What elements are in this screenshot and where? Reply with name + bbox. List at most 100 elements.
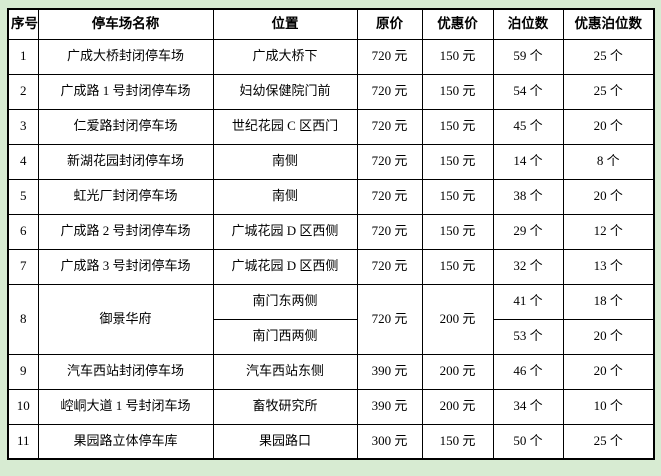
table-cell: 25 个 (562, 73, 655, 110)
table-cell: 仁爱路封闭停车场 (37, 108, 214, 145)
table-cell: 13 个 (562, 248, 655, 285)
table-cell: 18 个 (562, 283, 655, 320)
column-header-2: 位置 (212, 8, 358, 40)
table-cell: 54 个 (492, 73, 564, 110)
table-body: 1 广成大桥封闭停车场 广成大桥下 720 元 150 元 59 个 25 个 2 广成路 1 … (7, 38, 655, 460)
table-cell: 150 元 (421, 108, 494, 145)
table-cell: 150 元 (421, 213, 494, 250)
table-row: 1 广成大桥封闭停车场 广成大桥下 720 元 150 元 59 个 25 个 (7, 38, 655, 75)
table-cell: 广成大桥封闭停车场 (37, 38, 214, 75)
table-cell: 汽车西站东侧 (212, 353, 358, 390)
table-cell: 25 个 (562, 38, 655, 75)
table-cell: 3 (7, 108, 39, 145)
table-cell: 南门东两侧 (212, 283, 358, 320)
table-cell: 200 元 (421, 353, 494, 390)
table-cell: 32 个 (492, 248, 564, 285)
table-row: 5 虹光厂封闭停车场 南侧 720 元 150 元 38 个 20 个 (7, 178, 655, 215)
table-cell: 8 (7, 283, 39, 355)
column-header-1: 停车场名称 (37, 8, 214, 40)
table-cell: 畜牧研究所 (212, 388, 358, 425)
table-row: 10 崆峒大道 1 号封闭车场 畜牧研究所 390 元 200 元 34 个 10 个 (7, 388, 655, 425)
table-cell: 南侧 (212, 143, 358, 180)
table-cell: 59 个 (492, 38, 564, 75)
table-cell: 果园路立体停车库 (37, 423, 214, 460)
table-cell: 150 元 (421, 423, 494, 460)
header-row: 序号 停车场名称 位置 原价 优惠价 泊位数 优惠泊位数 (7, 8, 655, 40)
table-row: 2 广成路 1 号封闭停车场 妇幼保健院门前 720 元 150 元 54 个 25 个 (7, 73, 655, 110)
table-cell: 10 (7, 388, 39, 425)
table-cell: 广城花园 D 区西侧 (212, 248, 358, 285)
column-header-3: 原价 (356, 8, 423, 40)
table-cell: 720 元 (356, 38, 423, 75)
table-cell: 150 元 (421, 178, 494, 215)
table-cell: 45 个 (492, 108, 564, 145)
table-cell: 300 元 (356, 423, 423, 460)
table-cell: 150 元 (421, 143, 494, 180)
table-cell: 7 (7, 248, 39, 285)
table-cell: 4 (7, 143, 39, 180)
table-row: 9 汽车西站封闭停车场 汽车西站东侧 390 元 200 元 46 个 20 个 (7, 353, 655, 390)
table-cell: 10 个 (562, 388, 655, 425)
table-cell: 720 元 (356, 248, 423, 285)
table-cell: 广成大桥下 (212, 38, 358, 75)
table-cell: 53 个 (492, 318, 564, 355)
table-row: 3 仁爱路封闭停车场 世纪花园 C 区西门 720 元 150 元 45 个 20 个 (7, 108, 655, 145)
table-cell: 妇幼保健院门前 (212, 73, 358, 110)
table-cell: 20 个 (562, 318, 655, 355)
table-cell: 41 个 (492, 283, 564, 320)
table-cell: 6 (7, 213, 39, 250)
table-cell: 50 个 (492, 423, 564, 460)
table-cell: 720 元 (356, 108, 423, 145)
table-cell: 14 个 (492, 143, 564, 180)
table-cell: 720 元 (356, 178, 423, 215)
table-cell: 虹光厂封闭停车场 (37, 178, 214, 215)
column-header-4: 优惠价 (421, 8, 494, 40)
table-cell: 25 个 (562, 423, 655, 460)
table-cell: 720 元 (356, 283, 423, 355)
table-subrow: 南门西两侧 53 个 20 个 (8, 318, 655, 355)
column-header-0: 序号 (7, 8, 39, 40)
table-cell: 20 个 (562, 178, 655, 215)
table-cell: 崆峒大道 1 号封闭车场 (37, 388, 214, 425)
table-cell: 200 元 (421, 283, 494, 355)
column-header-5: 泊位数 (492, 8, 564, 40)
table-cell: 200 元 (421, 388, 494, 425)
table-cell: 9 (7, 353, 39, 390)
table-cell: 720 元 (356, 143, 423, 180)
table-row: 11 果园路立体停车库 果园路口 300 元 150 元 50 个 25 个 (7, 423, 655, 460)
table-cell: 20 个 (562, 353, 655, 390)
table-cell: 150 元 (421, 248, 494, 285)
table-cell: 世纪花园 C 区西门 (212, 108, 358, 145)
table-row: 8 御景华府 南门东两侧 720 元 200 元 41 个 18 个 (7, 283, 655, 355)
table-cell: 720 元 (356, 73, 423, 110)
table-cell: 20 个 (562, 108, 655, 145)
table-cell: 广成路 1 号封闭停车场 (37, 73, 214, 110)
table-row: 7 广成路 3 号封闭停车场 广城花园 D 区西侧 720 元 150 元 32 个 13 … (7, 248, 655, 285)
table-row: 6 广成路 2 号封闭停车场 广城花园 D 区西侧 720 元 150 元 29 个 12 … (7, 213, 655, 250)
table-cell: 12 个 (562, 213, 655, 250)
table-cell: 南门西两侧 (212, 318, 358, 355)
table-cell: 1 (7, 38, 39, 75)
table-cell: 720 元 (356, 213, 423, 250)
parking-fee-table: 序号 停车场名称 位置 原价 优惠价 泊位数 优惠泊位数 1 广成大桥封闭停车场 广成大桥下 72… (7, 8, 655, 460)
table-cell: 果园路口 (212, 423, 358, 460)
table-cell: 390 元 (356, 388, 423, 425)
table-cell: 2 (7, 73, 39, 110)
table-cell: 汽车西站封闭停车场 (37, 353, 214, 390)
table-cell: 广城花园 D 区西侧 (212, 213, 358, 250)
table-cell: 29 个 (492, 213, 564, 250)
table-cell: 南侧 (212, 178, 358, 215)
table-cell: 广成路 2 号封闭停车场 (37, 213, 214, 250)
table-cell: 8 个 (562, 143, 655, 180)
table-cell: 御景华府 (37, 283, 214, 355)
column-header-6: 优惠泊位数 (562, 8, 655, 40)
table-cell: 150 元 (421, 38, 494, 75)
table-cell: 新湖花园封闭停车场 (37, 143, 214, 180)
table-cell: 11 (7, 423, 39, 460)
table-cell: 390 元 (356, 353, 423, 390)
table-cell: 34 个 (492, 388, 564, 425)
table-cell: 150 元 (421, 73, 494, 110)
